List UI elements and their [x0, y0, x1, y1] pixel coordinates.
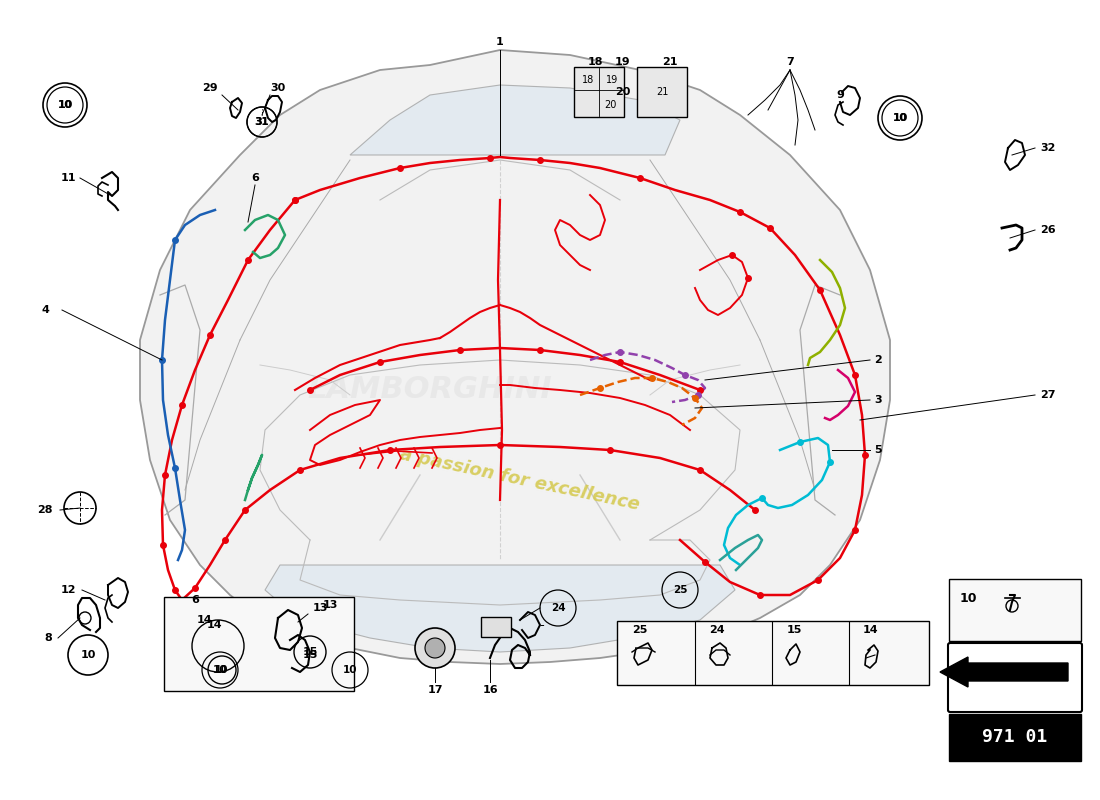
- Text: 13: 13: [322, 600, 338, 610]
- Text: 31: 31: [255, 117, 270, 127]
- FancyBboxPatch shape: [617, 621, 930, 685]
- Text: 971 01: 971 01: [982, 728, 1047, 746]
- Text: 31: 31: [255, 117, 268, 127]
- Text: 20: 20: [604, 100, 616, 110]
- FancyBboxPatch shape: [481, 617, 512, 637]
- Text: 14: 14: [864, 625, 879, 635]
- Text: 12: 12: [60, 585, 76, 595]
- Text: 10: 10: [343, 665, 358, 675]
- Text: 24: 24: [710, 625, 725, 635]
- Circle shape: [415, 628, 455, 668]
- Text: 13: 13: [312, 603, 328, 613]
- Text: 10: 10: [80, 650, 96, 660]
- Text: 25: 25: [632, 625, 648, 635]
- Text: 5: 5: [874, 445, 882, 455]
- FancyBboxPatch shape: [637, 67, 688, 117]
- Text: 25: 25: [673, 585, 688, 595]
- Text: 10: 10: [959, 591, 977, 605]
- Text: 10: 10: [893, 113, 907, 123]
- FancyBboxPatch shape: [949, 579, 1081, 641]
- Text: 15: 15: [786, 625, 802, 635]
- Text: 10: 10: [57, 100, 73, 110]
- Text: 20: 20: [615, 87, 630, 97]
- Text: 11: 11: [60, 173, 76, 183]
- FancyBboxPatch shape: [574, 67, 624, 117]
- Text: 32: 32: [1041, 143, 1056, 153]
- Text: a passion for excellence: a passion for excellence: [398, 446, 641, 514]
- Text: 18: 18: [587, 57, 603, 67]
- Text: 21: 21: [656, 87, 668, 97]
- FancyArrow shape: [940, 657, 1068, 687]
- Text: 10: 10: [216, 665, 229, 675]
- Text: 27: 27: [1041, 390, 1056, 400]
- Text: 9: 9: [836, 90, 844, 100]
- Text: 2: 2: [874, 355, 882, 365]
- Text: 7: 7: [786, 57, 794, 67]
- Circle shape: [425, 638, 446, 658]
- Text: 10: 10: [57, 100, 73, 110]
- FancyBboxPatch shape: [949, 714, 1081, 761]
- Text: 17: 17: [427, 685, 442, 695]
- Text: 21: 21: [662, 57, 678, 67]
- Text: 10: 10: [212, 665, 228, 675]
- Text: 14: 14: [197, 615, 212, 625]
- Text: 15: 15: [302, 650, 318, 660]
- Text: 29: 29: [202, 83, 218, 93]
- Text: 6: 6: [191, 595, 199, 605]
- FancyBboxPatch shape: [164, 597, 354, 691]
- Text: 26: 26: [1041, 225, 1056, 235]
- Text: 6: 6: [251, 173, 258, 183]
- Text: 24: 24: [551, 603, 565, 613]
- Text: 3: 3: [874, 395, 882, 405]
- Polygon shape: [350, 85, 680, 155]
- FancyBboxPatch shape: [948, 643, 1082, 712]
- Text: 30: 30: [271, 83, 286, 93]
- Text: 28: 28: [37, 505, 53, 515]
- Text: 15: 15: [302, 647, 318, 657]
- Text: 14: 14: [207, 620, 223, 630]
- Text: 10: 10: [892, 113, 907, 123]
- Text: 19: 19: [606, 75, 618, 85]
- Text: 16: 16: [482, 685, 498, 695]
- Polygon shape: [140, 50, 890, 664]
- Text: 4: 4: [41, 305, 48, 315]
- Text: 18: 18: [582, 75, 594, 85]
- Polygon shape: [265, 565, 735, 652]
- Text: 8: 8: [44, 633, 52, 643]
- Text: 1: 1: [496, 37, 504, 47]
- Text: 19: 19: [615, 57, 630, 67]
- Text: LAMBORGHINI: LAMBORGHINI: [308, 375, 552, 405]
